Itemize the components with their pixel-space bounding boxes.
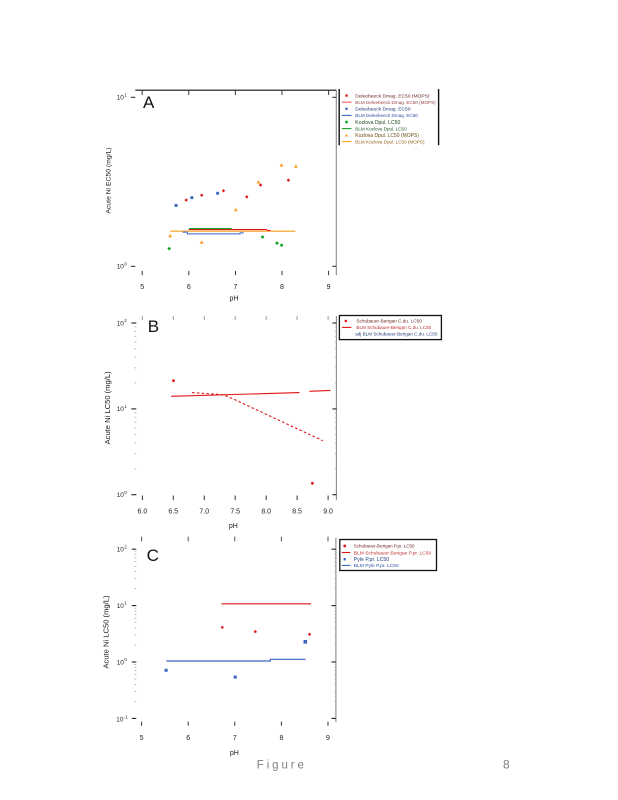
svg-text:10: 10	[117, 547, 125, 554]
svg-text:8: 8	[503, 758, 510, 772]
svg-text:1: 1	[124, 92, 127, 97]
svg-text:-1: -1	[124, 714, 129, 719]
svg-text:BLM Kozlova Dpul. LC50: BLM Kozlova Dpul. LC50	[355, 126, 407, 131]
svg-text:6: 6	[187, 284, 191, 291]
svg-text:Figure: Figure	[257, 760, 307, 772]
svg-text:7.0: 7.0	[199, 508, 209, 515]
svg-text:8: 8	[279, 735, 283, 742]
svg-text:A: A	[143, 93, 155, 112]
svg-text:8.5: 8.5	[292, 508, 302, 515]
svg-text:Schubauer-Berigan P.pr. LC50: Schubauer-Berigan P.pr. LC50	[354, 544, 415, 549]
svg-text:1: 1	[124, 404, 127, 409]
svg-text:1: 1	[124, 601, 127, 606]
svg-text:5: 5	[140, 284, 144, 291]
svg-text:0: 0	[124, 261, 127, 266]
svg-text:0: 0	[124, 657, 127, 662]
svg-text:B: B	[148, 317, 159, 336]
svg-text:2: 2	[124, 544, 127, 549]
svg-text:pH: pH	[230, 296, 239, 303]
svg-text:6: 6	[186, 735, 190, 742]
svg-text:Pyle P.pr. LC50: Pyle P.pr. LC50	[354, 557, 389, 563]
svg-text:adj BLM Schubauer-Berigan C.du: adj BLM Schubauer-Berigan C.du. LC50	[355, 331, 438, 336]
svg-text:BLM Deleebeeck Dmag. EC50 (MOP: BLM Deleebeeck Dmag. EC50 (MOPS)	[355, 100, 436, 105]
svg-text:10: 10	[117, 95, 125, 102]
svg-text:0: 0	[124, 490, 127, 495]
svg-text:10: 10	[117, 659, 125, 666]
svg-text:2: 2	[124, 318, 127, 323]
svg-text:Kozlova Dpul. LC50: Kozlova Dpul. LC50	[355, 120, 400, 126]
svg-text:10: 10	[117, 603, 125, 610]
svg-text:8: 8	[280, 284, 284, 291]
svg-text:Acute Ni LC50 (mg/L): Acute Ni LC50 (mg/L)	[102, 595, 111, 668]
svg-text:10: 10	[117, 264, 125, 271]
svg-text:Deleebeeck Dmag. EC50 (MOPS): Deleebeeck Dmag. EC50 (MOPS)	[355, 93, 430, 99]
svg-text:6.5: 6.5	[168, 508, 178, 515]
svg-text:10: 10	[117, 320, 125, 327]
svg-text:BLM Schubauer-Berigan C.du. LC: BLM Schubauer-Berigan C.du. LC50	[356, 325, 431, 330]
svg-text:7: 7	[233, 735, 237, 742]
svg-text:9: 9	[327, 284, 331, 291]
svg-text:9: 9	[326, 735, 330, 742]
svg-text:BLM Schubauer-Berigan P.pr. LC: BLM Schubauer-Berigan P.pr. LC50	[354, 550, 432, 556]
svg-text:9.0: 9.0	[323, 508, 333, 515]
svg-text:8.0: 8.0	[261, 508, 271, 515]
svg-text:Acute Ni LC50 (mg/L): Acute Ni LC50 (mg/L)	[103, 371, 112, 444]
svg-text:7.5: 7.5	[230, 508, 240, 515]
svg-text:5: 5	[140, 735, 144, 742]
svg-text:Deleebeeck Dmag. EC50: Deleebeeck Dmag. EC50	[355, 107, 410, 113]
svg-text:BLM Deleebeeck Dmag. EC50: BLM Deleebeeck Dmag. EC50	[355, 113, 418, 118]
svg-text:10: 10	[117, 492, 125, 499]
svg-text:Kozlova Dpul. LC50 (MOPS): Kozlova Dpul. LC50 (MOPS)	[355, 133, 419, 139]
svg-text:pH: pH	[229, 523, 238, 530]
svg-text:Acute Ni EC50 (mg/L): Acute Ni EC50 (mg/L)	[106, 147, 113, 213]
svg-text:10: 10	[117, 406, 125, 413]
svg-text:10: 10	[116, 717, 124, 724]
svg-text:Schubauer-Berigan C.du. LC50: Schubauer-Berigan C.du. LC50	[356, 319, 422, 324]
svg-text:BLM Kozlova Dpul. LC50 (MOPS): BLM Kozlova Dpul. LC50 (MOPS)	[355, 139, 425, 144]
svg-text:C: C	[147, 546, 159, 565]
svg-text:BLM Pyle P.pr. LC50: BLM Pyle P.pr. LC50	[354, 563, 399, 569]
svg-text:7: 7	[233, 284, 237, 291]
svg-text:6.0: 6.0	[138, 508, 148, 515]
svg-text:pH: pH	[230, 750, 239, 757]
